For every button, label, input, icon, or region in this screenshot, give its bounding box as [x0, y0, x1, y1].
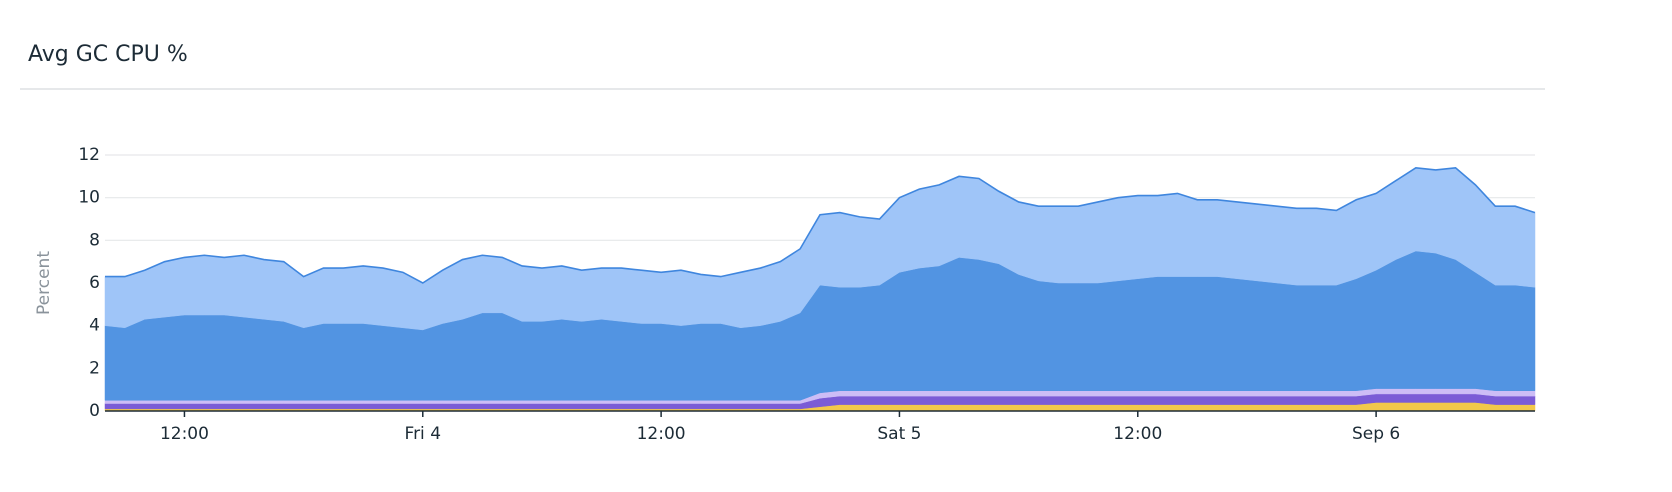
- chart-title: Avg GC CPU %: [28, 42, 188, 67]
- y-tick-label: 8: [89, 230, 100, 250]
- x-tick-label: Sep 6: [1352, 424, 1400, 444]
- x-tick-label: 12:00: [160, 424, 209, 444]
- x-tick-label: Fri 4: [405, 424, 441, 444]
- y-tick-label: 6: [89, 273, 100, 293]
- x-tick-label: 12:00: [637, 424, 686, 444]
- y-tick-label: 12: [78, 145, 100, 165]
- y-tick-label: 10: [78, 188, 100, 208]
- y-axis-label: Percent: [34, 251, 54, 315]
- y-tick-label: 2: [89, 358, 100, 378]
- area-top-line: [105, 166, 1536, 284]
- x-tick-label: 12:00: [1113, 424, 1162, 444]
- y-tick-label: 4: [89, 316, 100, 336]
- y-tick-label: 0: [89, 401, 100, 421]
- x-tick-label: Sat 5: [877, 424, 921, 444]
